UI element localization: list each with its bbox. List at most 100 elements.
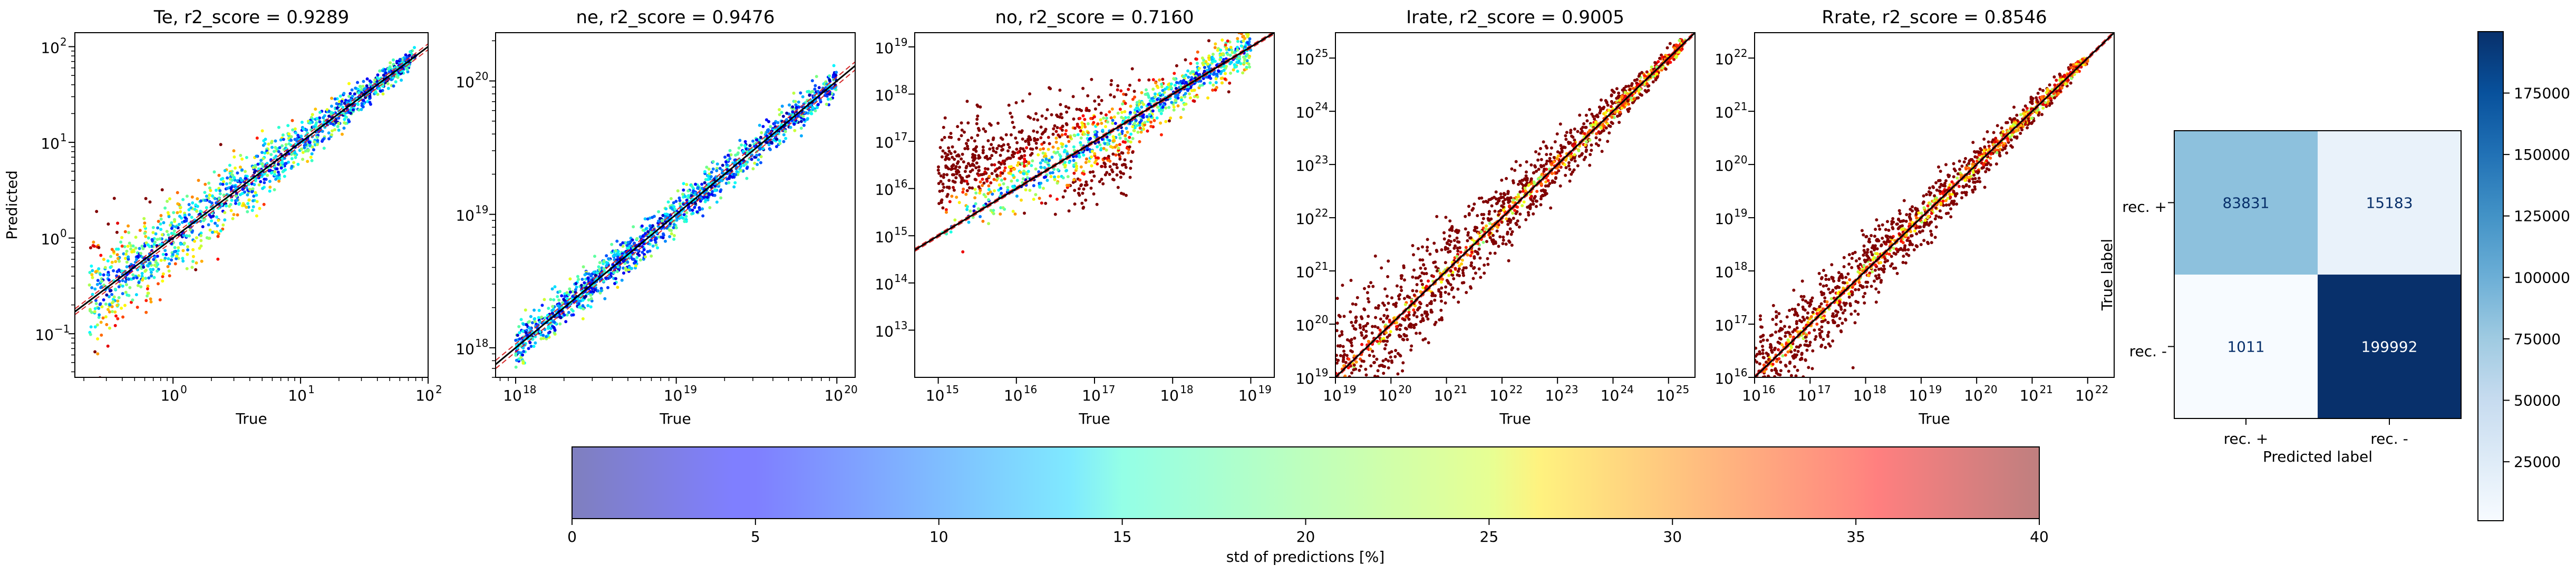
data-point — [1123, 158, 1127, 162]
data-point — [1469, 286, 1473, 290]
data-point — [700, 182, 704, 186]
data-point — [1195, 71, 1198, 75]
data-point — [683, 194, 687, 198]
data-point — [315, 135, 319, 139]
data-point — [1096, 156, 1100, 160]
data-point — [137, 281, 141, 284]
data-point — [574, 282, 578, 285]
data-point — [828, 78, 831, 82]
data-point — [715, 200, 719, 204]
data-point — [144, 197, 148, 200]
data-point — [989, 123, 993, 127]
data-point — [587, 272, 590, 276]
data-point — [651, 244, 655, 248]
data-point — [1164, 120, 1168, 123]
data-point — [172, 211, 176, 215]
data-point — [101, 316, 105, 320]
data-point — [147, 291, 150, 295]
data-point — [301, 158, 305, 161]
data-point — [156, 226, 160, 230]
data-point — [632, 225, 635, 229]
data-point — [1137, 79, 1141, 82]
data-point — [114, 314, 118, 318]
data-point — [254, 164, 257, 167]
data-point — [640, 224, 644, 228]
data-point — [90, 286, 94, 289]
data-point — [172, 229, 176, 232]
data-point — [558, 290, 561, 294]
data-point — [982, 127, 985, 131]
data-point — [598, 268, 602, 271]
data-point — [149, 270, 153, 274]
data-point — [1568, 179, 1572, 183]
data-point — [1046, 161, 1050, 164]
data-point — [657, 219, 661, 223]
data-point — [1064, 129, 1068, 132]
data-point — [999, 162, 1003, 166]
data-point — [1203, 82, 1206, 85]
data-point — [1060, 145, 1064, 149]
data-point — [956, 162, 959, 165]
data-point — [95, 282, 99, 286]
data-point — [344, 122, 347, 125]
data-point — [1004, 133, 1008, 137]
data-point — [1031, 148, 1034, 151]
data-point — [724, 160, 728, 163]
data-point — [315, 143, 319, 147]
data-point — [1028, 92, 1032, 96]
data-point — [185, 234, 189, 238]
data-point — [289, 139, 293, 142]
data-point — [1204, 60, 1208, 63]
data-point — [953, 218, 957, 222]
data-point — [1239, 62, 1243, 65]
data-point — [219, 182, 222, 186]
data-point — [1569, 131, 1572, 134]
data-point — [1222, 69, 1226, 72]
data-point — [685, 211, 689, 215]
data-point — [1495, 202, 1498, 206]
data-point — [952, 188, 956, 192]
data-point — [1101, 129, 1105, 132]
data-point — [273, 188, 276, 191]
data-point — [1378, 328, 1382, 332]
data-point — [1199, 79, 1203, 83]
data-point — [694, 202, 697, 206]
data-point — [672, 226, 675, 229]
data-point — [1170, 101, 1174, 104]
data-point — [643, 217, 647, 221]
data-point — [758, 123, 761, 127]
data-point — [586, 276, 590, 280]
data-point — [250, 209, 254, 212]
data-point — [343, 118, 346, 121]
data-point — [1133, 95, 1137, 99]
data-point — [99, 272, 102, 276]
data-point — [621, 241, 625, 245]
data-point — [260, 129, 264, 133]
data-point — [102, 258, 105, 261]
data-point — [553, 331, 556, 335]
data-point — [572, 313, 575, 317]
data-point — [958, 165, 961, 169]
data-point — [966, 144, 969, 148]
data-point — [1349, 310, 1352, 314]
data-point — [1242, 61, 1246, 65]
data-point — [1088, 170, 1092, 174]
data-point — [801, 114, 805, 118]
data-point — [273, 170, 277, 173]
data-point — [1111, 178, 1115, 181]
data-point — [275, 167, 279, 171]
data-point — [113, 324, 117, 327]
x-axis-label: True — [235, 410, 267, 427]
data-point — [244, 177, 247, 180]
y-tick-label-exponent: 20 — [475, 70, 488, 83]
panel-title: no, r2_score = 0.7160 — [995, 7, 1194, 28]
data-point — [1058, 153, 1061, 157]
data-point — [785, 111, 789, 115]
data-point — [977, 173, 981, 177]
data-point — [728, 149, 732, 152]
data-point — [1118, 108, 1122, 111]
data-point — [946, 193, 950, 196]
data-point — [793, 129, 797, 132]
data-point — [576, 275, 579, 278]
data-point — [681, 216, 684, 220]
